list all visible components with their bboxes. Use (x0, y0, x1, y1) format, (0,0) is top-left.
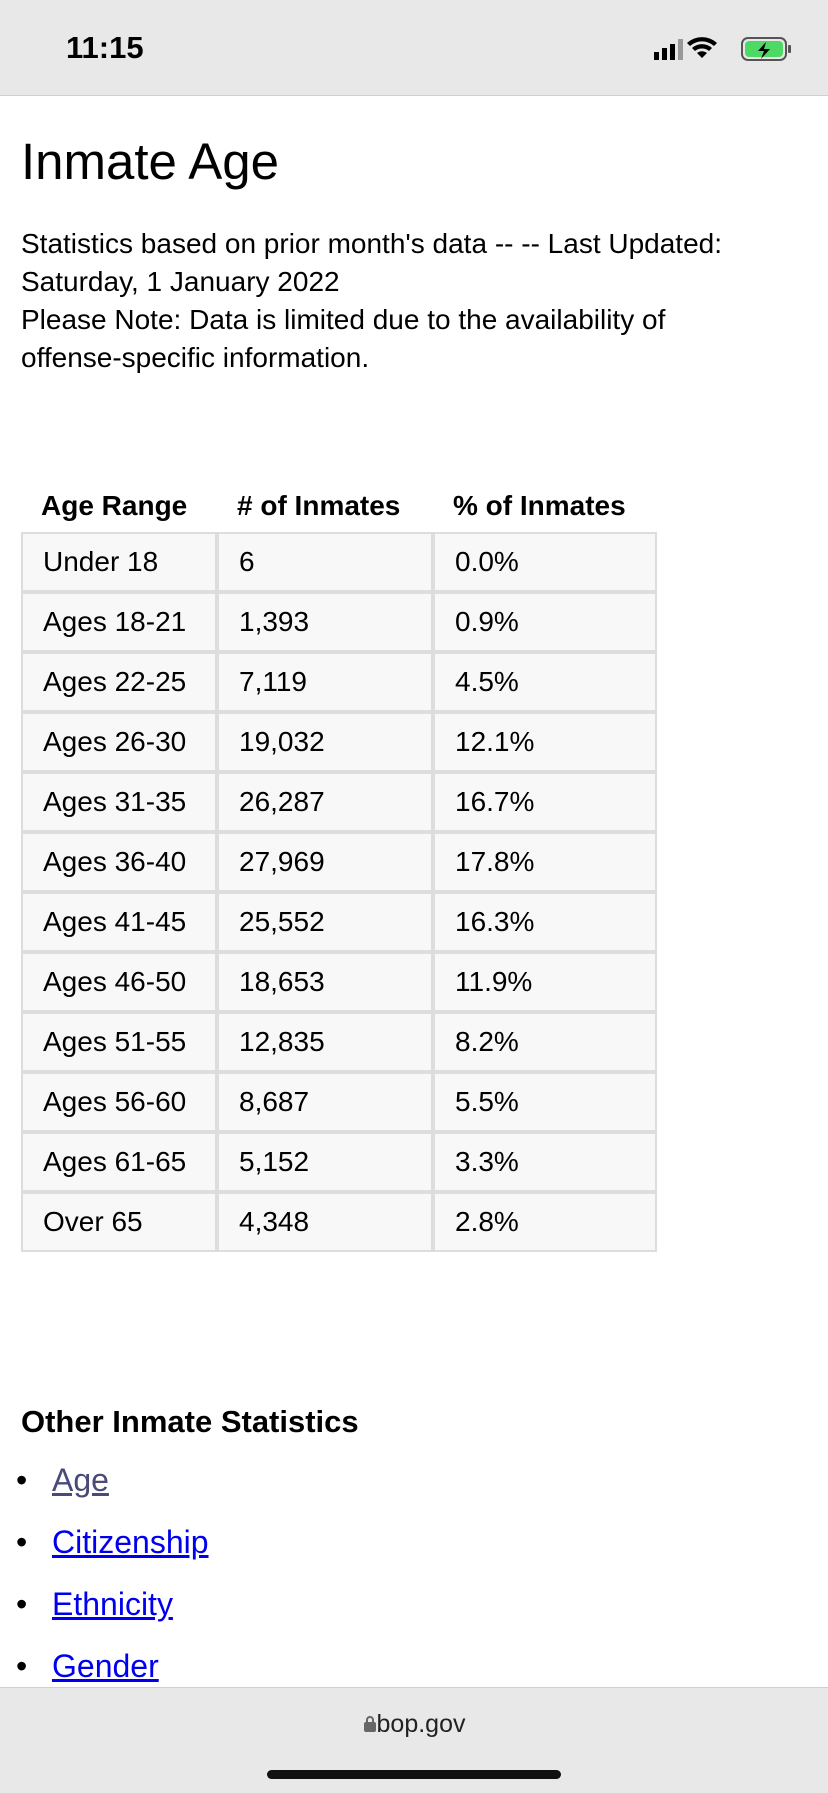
browser-bar: bop.gov (0, 1687, 828, 1793)
table-cell: 2.8% (433, 1192, 657, 1252)
clock: 11:15 (66, 30, 144, 65)
table-cell: Ages 18-21 (21, 592, 217, 652)
table-row: Ages 31-35 26,287 16.7% (21, 772, 657, 832)
table-cell: 8,687 (217, 1072, 433, 1132)
age-table: Age Range # of Inmates % of Inmates Under … (21, 480, 657, 1252)
table-cell: 16.3% (433, 892, 657, 952)
list-item: Gender (0, 1648, 209, 1710)
table-cell: Over 65 (21, 1192, 217, 1252)
column-header: Age Range (41, 490, 188, 521)
table-row: Ages 61-65 5,152 3.3% (21, 1132, 657, 1192)
table-cell: Ages 51-55 (21, 1012, 217, 1072)
intro-line: Saturday, 1 January 2022 (21, 266, 340, 297)
table-row: Over 65 4,348 2.8% (21, 1192, 657, 1252)
section-heading: Other Inmate Statistics (21, 1404, 359, 1439)
table-cell: 3.3% (433, 1132, 657, 1192)
stat-link[interactable]: Citizenship (52, 1524, 209, 1560)
table-cell: Under 18 (21, 532, 217, 592)
table-cell: 12,835 (217, 1012, 433, 1072)
url: bop.gov (376, 1710, 466, 1738)
table-cell: 0.9% (433, 592, 657, 652)
page-title: Inmate Age (21, 133, 280, 190)
table-row: Ages 46-50 18,653 11.9% (21, 952, 657, 1012)
list-item: Citizenship (0, 1524, 209, 1586)
table-cell: 5.5% (433, 1072, 657, 1132)
table-cell: Ages 26-30 (21, 712, 217, 772)
table-cell: 19,032 (217, 712, 433, 772)
stat-link[interactable]: Age (52, 1462, 109, 1498)
table-header: Age Range # of Inmates % of Inmates (21, 480, 657, 532)
intro-text: Statistics based on prior month's data -… (21, 225, 722, 377)
table-row: Ages 18-21 1,393 0.9% (21, 592, 657, 652)
table-cell: Ages 36-40 (21, 832, 217, 892)
table-cell: 26,287 (217, 772, 433, 832)
table-row: Ages 22-25 7,119 4.5% (21, 652, 657, 712)
home-indicator (267, 1770, 561, 1779)
table-cell: 18,653 (217, 952, 433, 1012)
table-cell: 16.7% (433, 772, 657, 832)
table-row: Ages 51-55 12,835 8.2% (21, 1012, 657, 1072)
list-item: Ethnicity (0, 1586, 209, 1648)
stat-link[interactable]: Ethnicity (52, 1586, 173, 1622)
lock-icon (363, 1716, 376, 1732)
intro-line: Statistics based on prior month's data -… (21, 228, 723, 259)
table-cell: Ages 56-60 (21, 1072, 217, 1132)
table-cell: Ages 61-65 (21, 1132, 217, 1192)
table-cell: 17.8% (433, 832, 657, 892)
list-item: Age (0, 1462, 209, 1524)
link-list: Age Citizenship Ethnicity Gender (0, 1462, 209, 1710)
table-body: Under 18 6 0.0% Ages 18-21 1,393 0.9% Ages 22-… (21, 532, 657, 1252)
table-cell: 25,552 (217, 892, 433, 952)
table-row: Ages 56-60 8,687 5.5% (21, 1072, 657, 1132)
table-cell: Ages 46-50 (21, 952, 217, 1012)
table-cell: 1,393 (217, 592, 433, 652)
table-cell: 7,119 (217, 652, 433, 712)
table-cell: 8.2% (433, 1012, 657, 1072)
stat-link[interactable]: Gender (52, 1648, 159, 1684)
column-header: % of Inmates (453, 490, 626, 521)
table-row: Under 18 6 0.0% (21, 532, 657, 592)
table-row: Ages 41-45 25,552 16.3% (21, 892, 657, 952)
table-cell: 11.9% (433, 952, 657, 1012)
table-cell: 4.5% (433, 652, 657, 712)
table-cell: 0.0% (433, 532, 657, 592)
column-header: # of Inmates (237, 490, 401, 521)
table-cell: 5,152 (217, 1132, 433, 1192)
table-row: Ages 26-30 19,032 12.1% (21, 712, 657, 772)
table-cell: Ages 41-45 (21, 892, 217, 952)
status-icons (654, 37, 791, 61)
table-cell: 6 (217, 532, 433, 592)
url-bar[interactable]: bop.gov (0, 1710, 828, 1739)
table-cell: 4,348 (217, 1192, 433, 1252)
intro-line: Please Note: Data is limited due to the … (21, 304, 666, 335)
status-bar: 11:15 (0, 0, 828, 96)
table-wrap: Age Range # of Inmates % of Inmates Under … (21, 480, 657, 1252)
table-cell: Ages 22-25 (21, 652, 217, 712)
table-row: Ages 36-40 27,969 17.8% (21, 832, 657, 892)
table-cell: 12.1% (433, 712, 657, 772)
intro-line: offense-specific information. (21, 342, 370, 373)
table-cell: 27,969 (217, 832, 433, 892)
table-cell: Ages 31-35 (21, 772, 217, 832)
